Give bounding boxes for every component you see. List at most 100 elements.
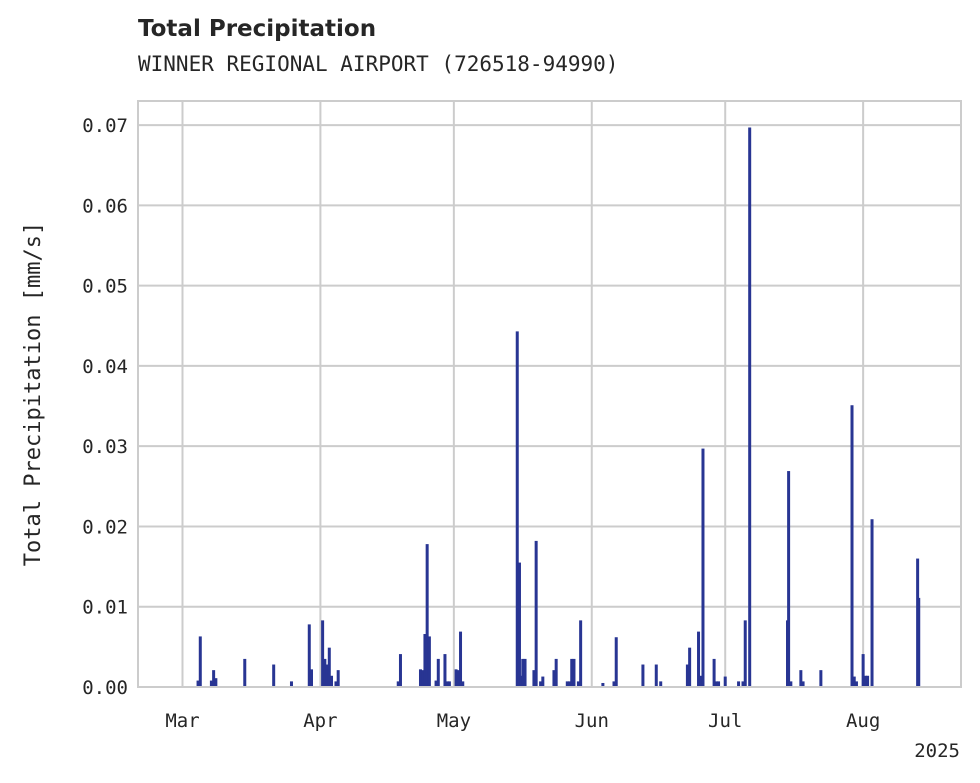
precip-bar (327, 647, 331, 687)
x-tick-label: Mar (165, 710, 199, 732)
precip-bar (576, 681, 580, 687)
precip-bar (209, 680, 213, 687)
x-tick-label: May (437, 710, 471, 732)
precip-bar (861, 654, 865, 687)
precip-bar (336, 670, 340, 687)
precip-bar (461, 681, 465, 687)
precip-bar (717, 681, 721, 687)
precip-bar (852, 676, 856, 687)
precip-bar (427, 636, 431, 687)
y-tick-label: 0.03 (82, 436, 128, 458)
precip-bar (866, 675, 870, 687)
precip-bar (454, 669, 458, 687)
y-axis-label: Total Precipitation [mm/s] (21, 222, 46, 566)
precip-bar (398, 654, 402, 687)
precip-bar (434, 680, 438, 687)
precip-bar (309, 669, 313, 687)
precip-bar (330, 675, 334, 687)
precip-bar (570, 658, 574, 687)
precip-bar (712, 658, 716, 687)
y-tick-label: 0.06 (82, 195, 128, 217)
precip-bar (565, 681, 569, 687)
y-tick-label: 0.01 (82, 597, 128, 619)
precip-bar (196, 680, 200, 687)
precip-bar (523, 658, 527, 687)
precip-bar (423, 634, 427, 687)
precip-bar (850, 405, 854, 687)
precip-bar (654, 664, 658, 687)
precip-bar (519, 675, 523, 687)
bar-series (196, 127, 921, 687)
precip-bar (198, 636, 202, 687)
precip-bar (323, 658, 327, 687)
precip-bar (325, 664, 329, 687)
precip-bar (321, 620, 325, 687)
precip-bar (863, 675, 867, 687)
y-tick-label: 0.02 (82, 516, 128, 538)
precip-bar (697, 631, 701, 687)
precip-bar (425, 544, 429, 687)
precip-bar (532, 670, 536, 687)
chart-subtitle: WINNER REGIONAL AIRPORT (726518-94990) (138, 52, 619, 76)
precip-bar (701, 448, 705, 687)
precip-bar (418, 669, 422, 687)
precip-bar (421, 670, 425, 687)
precip-bar (459, 631, 463, 687)
tick-labels: 0.00 0.01 0.02 0.03 0.04 0.05 0.06 0.07 Mar Apr Ma… (82, 115, 880, 732)
precip-bar (307, 624, 311, 687)
precip-bar (801, 681, 805, 687)
precip-bar (554, 658, 558, 687)
precip-bar (799, 670, 803, 687)
precip-bar (685, 664, 689, 687)
precip-bar (214, 678, 218, 687)
precip-bar (517, 562, 521, 687)
x-tick-label: Jun (575, 710, 609, 732)
grid-lines (138, 101, 961, 688)
precip-bar (870, 519, 874, 687)
precip-bar (243, 658, 247, 687)
precip-bar (521, 658, 525, 687)
precip-bar (436, 658, 440, 687)
precip-bar (917, 597, 921, 687)
precip-bar (641, 664, 645, 687)
precip-bar (456, 670, 460, 687)
precip-bar (552, 670, 556, 687)
y-tick-label: 0.05 (82, 276, 128, 298)
precip-bar (688, 647, 692, 687)
chart-title: Total Precipitation (138, 16, 377, 42)
precip-bar (396, 681, 400, 687)
precip-bar (572, 658, 576, 687)
x-tick-label: Apr (303, 710, 337, 732)
precip-bar (579, 620, 583, 687)
precip-bar (334, 681, 338, 687)
precip-bar (541, 676, 545, 687)
precip-bar (819, 670, 823, 687)
precip-bar (743, 620, 747, 687)
precip-bar (568, 681, 572, 687)
precip-bar (614, 637, 618, 687)
precip-bar (714, 681, 718, 687)
x-tick-label: Jul (708, 710, 742, 732)
precip-bar (854, 681, 858, 687)
plot-frame (137, 100, 962, 688)
precip-bar (737, 681, 741, 687)
precip-bar (723, 676, 727, 687)
y-tick-label: 0.04 (82, 356, 128, 378)
precip-bar (515, 331, 519, 687)
x-tick-label: Aug (846, 710, 880, 732)
precip-bar (443, 654, 447, 687)
precip-bar (789, 681, 793, 687)
precip-bar (445, 681, 449, 687)
precip-bar (601, 682, 605, 687)
y-tick-label: 0.07 (82, 115, 128, 137)
precip-bar (748, 127, 752, 687)
precip-bar (741, 681, 745, 687)
precip-bar (447, 681, 451, 687)
precip-bar (539, 681, 543, 687)
x-offset-label: 2025 (914, 740, 960, 762)
precip-bar (212, 670, 216, 687)
precip-bar (699, 675, 703, 687)
precip-bar (534, 540, 538, 687)
precip-bar (612, 681, 616, 687)
